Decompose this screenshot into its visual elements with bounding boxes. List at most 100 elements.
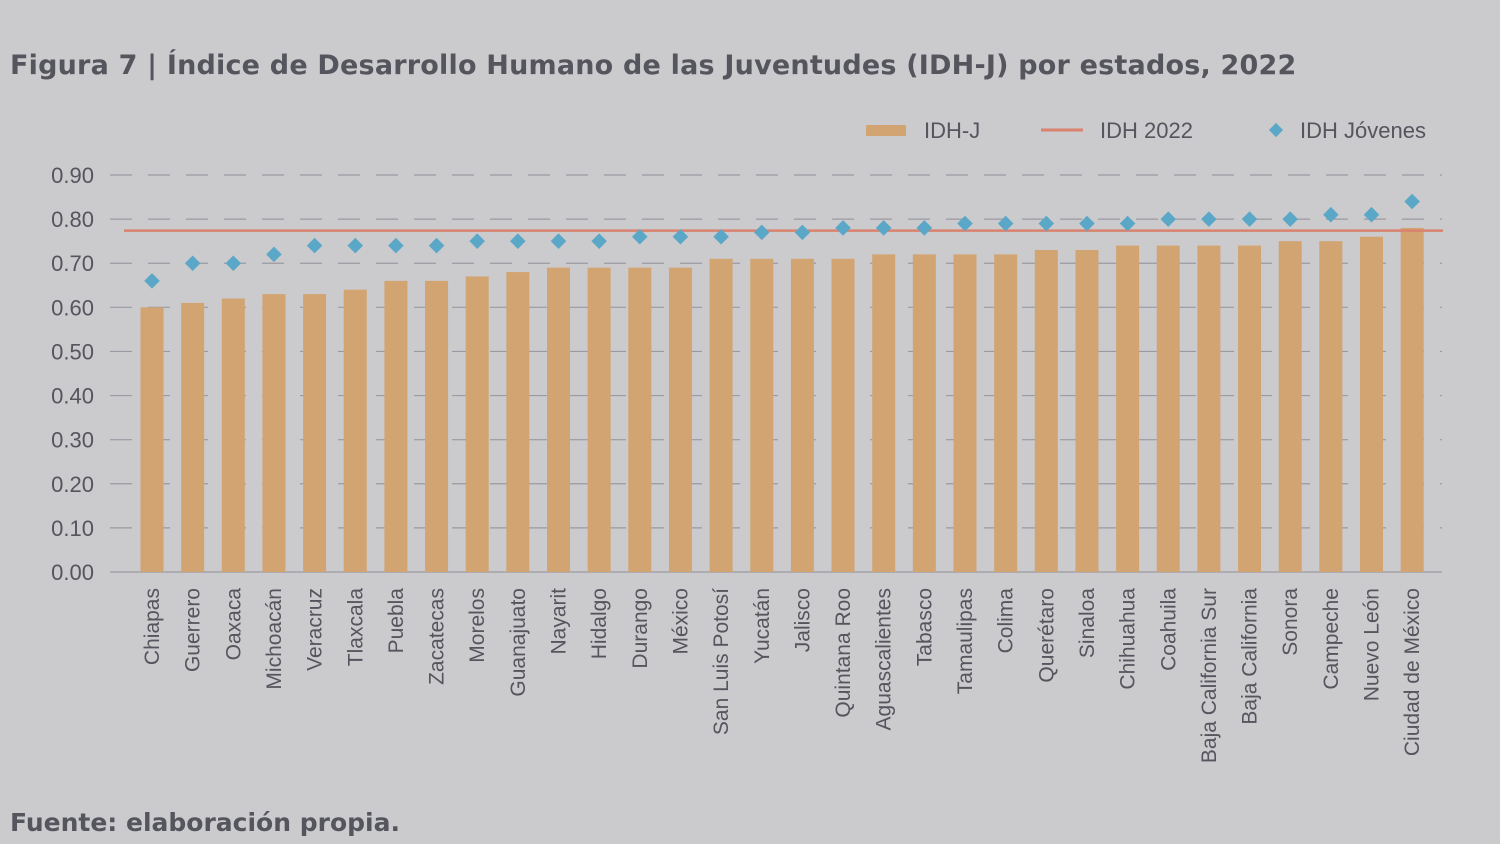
y-tick-label: 0.60	[51, 295, 94, 320]
marker	[1282, 211, 1298, 227]
marker	[306, 237, 323, 254]
y-tick-label: 0.80	[51, 207, 94, 232]
marker	[997, 215, 1014, 232]
bar	[628, 267, 652, 572]
marker	[1079, 215, 1095, 232]
marker	[347, 237, 364, 254]
y-tick-label: 0.10	[51, 516, 94, 541]
legend-label-idhj: IDH-J	[924, 118, 980, 143]
marker	[794, 224, 811, 241]
bar	[994, 254, 1018, 572]
y-tick-label: 0.20	[51, 472, 94, 497]
bar	[587, 267, 611, 572]
marker	[1363, 206, 1380, 223]
x-tick-label: San Luis Potosí	[710, 588, 733, 735]
bar	[262, 294, 286, 572]
marker	[144, 273, 160, 289]
marker	[184, 255, 201, 272]
bar	[343, 289, 367, 572]
marker	[1160, 211, 1177, 227]
bar	[1319, 241, 1343, 572]
bar	[790, 258, 814, 572]
marker	[1038, 215, 1055, 232]
marker	[1323, 206, 1339, 223]
marker	[753, 224, 770, 241]
x-tick-label: Ciudad de México	[1401, 588, 1424, 756]
x-tick-label: Quintana Roo	[832, 588, 855, 718]
x-axis-labels: Chiapas Guerrero Oaxaca Michoacán Veracruz Tl…	[141, 588, 1424, 763]
x-tick-label: Tamaulipas	[954, 588, 977, 694]
marker	[266, 246, 282, 263]
bar	[506, 272, 530, 572]
marker	[428, 237, 445, 254]
x-tick-label: Michoacán	[263, 588, 286, 690]
bar	[668, 267, 692, 572]
source-note: Fuente: elaboración propia.	[10, 808, 400, 837]
bars	[140, 227, 1424, 573]
x-tick-label: Querétaro	[1035, 588, 1058, 683]
x-tick-label: Baja California Sur	[1198, 588, 1221, 763]
y-tick-label: 0.00	[51, 560, 94, 585]
y-tick-label: 0.70	[51, 251, 94, 276]
bar	[1360, 236, 1383, 572]
x-tick-label: Puebla	[385, 588, 408, 654]
x-tick-label: Campeche	[1320, 588, 1343, 690]
x-tick-label: Veracruz	[304, 588, 327, 671]
y-tick-label: 0.90	[51, 163, 94, 188]
x-tick-label: Tabasco	[913, 588, 936, 666]
marker	[957, 215, 973, 232]
marker	[632, 228, 648, 245]
bar	[181, 302, 205, 572]
x-tick-label: Aguascalientes	[873, 588, 896, 730]
legend-label-idh-jovenes: IDH Jóvenes	[1300, 118, 1426, 143]
y-tick-label: 0.50	[51, 339, 94, 364]
x-tick-label: Chihuahua	[1117, 588, 1140, 690]
x-tick-label: Coahuila	[1157, 588, 1180, 671]
x-tick-label: Guanajuato	[507, 588, 530, 697]
bar	[750, 258, 774, 572]
bar	[831, 258, 855, 572]
bar	[872, 254, 896, 572]
bar	[384, 280, 408, 572]
x-tick-label: Sinaloa	[1076, 588, 1099, 658]
marker	[225, 255, 242, 272]
y-axis-ticks: 0.00 0.10 0.20 0.30 0.40 0.50 0.60 0.70 0.80 0.90	[51, 163, 94, 585]
bar	[140, 307, 164, 572]
marker	[713, 228, 729, 245]
x-tick-label: Baja California	[1239, 588, 1262, 725]
x-tick-label: Oaxaca	[222, 588, 245, 661]
marker	[550, 233, 567, 249]
x-tick-label: Chiapas	[141, 588, 164, 665]
x-tick-label: Hidalgo	[588, 588, 611, 659]
marker	[916, 220, 933, 236]
marker	[591, 233, 607, 249]
bar	[1197, 245, 1221, 573]
bar	[1400, 227, 1424, 572]
marker	[388, 237, 404, 254]
bar	[1238, 245, 1262, 573]
x-tick-label: Zacatecas	[426, 588, 449, 685]
bar	[221, 298, 245, 572]
x-tick-label: México	[669, 588, 692, 655]
marker	[672, 228, 689, 245]
x-tick-label: Jalisco	[791, 588, 814, 652]
x-tick-label: Durango	[629, 588, 652, 669]
markers	[144, 193, 1420, 289]
marker	[875, 220, 892, 236]
x-tick-label: Nuevo León	[1361, 588, 1384, 701]
legend-bar-swatch	[866, 125, 906, 136]
marker	[510, 233, 526, 249]
legend-marker-swatch	[1268, 122, 1284, 138]
x-tick-label: Nayarit	[548, 588, 571, 655]
bar	[709, 258, 733, 572]
marker	[1119, 215, 1136, 232]
bar	[303, 294, 327, 572]
x-tick-label: Sonora	[1279, 588, 1302, 656]
marker	[469, 233, 485, 249]
chart-title: Figura 7 | Índice de Desarrollo Humano d…	[10, 50, 1297, 81]
legend: IDH-J IDH 2022 IDH Jóvenes	[866, 118, 1426, 143]
legend-label-idh2022: IDH 2022	[1100, 118, 1193, 143]
bar	[1116, 245, 1140, 573]
marker	[1241, 211, 1258, 227]
